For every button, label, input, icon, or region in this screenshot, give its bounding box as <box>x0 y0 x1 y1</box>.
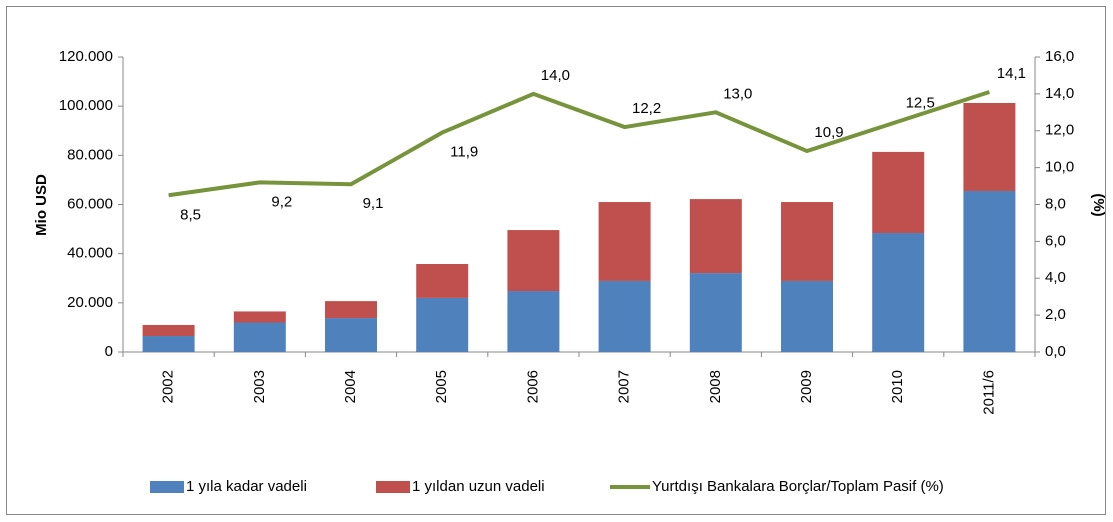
x-tick-label: 2010 <box>889 370 906 403</box>
y2-tick-label: 14,0 <box>1045 85 1074 102</box>
bar <box>781 280 833 352</box>
legend-swatch <box>376 481 410 493</box>
bar <box>142 336 195 352</box>
data-label: 13,0 <box>723 85 752 102</box>
x-tick-label: 2009 <box>798 370 815 403</box>
y-tick-label: 120.000 <box>59 48 113 65</box>
y2-tick-label: 8,0 <box>1045 195 1066 212</box>
data-label: 8,5 <box>180 206 201 223</box>
y-tick-label: 80.000 <box>67 146 113 163</box>
y-tick-label: 40.000 <box>67 245 113 262</box>
data-label: 10,9 <box>814 124 843 141</box>
legend-swatch <box>150 481 184 493</box>
y2-tick-label: 10,0 <box>1045 159 1074 176</box>
y2-tick-label: 0,0 <box>1045 343 1066 360</box>
line <box>168 90 991 198</box>
legend-label: Yurtdışı Bankalara Borçlar/Toplam Pasif … <box>652 478 944 495</box>
y2-tick-label: 6,0 <box>1045 232 1066 249</box>
y-tick-label: 100.000 <box>59 97 113 114</box>
bar <box>416 263 469 298</box>
x-tick-label: 2007 <box>616 370 633 403</box>
x-tick-label: 2006 <box>524 370 541 403</box>
x-tick-label: 2005 <box>433 370 450 403</box>
bar <box>872 233 925 352</box>
bar <box>233 311 286 323</box>
data-label: 12,2 <box>632 100 661 117</box>
data-label: 9,2 <box>271 193 292 210</box>
bar <box>416 297 469 352</box>
legend-label: 1 yıla kadar vadeli <box>186 478 307 495</box>
y-tick-label: 20.000 <box>67 294 113 311</box>
bar <box>781 202 833 281</box>
bar <box>142 324 195 337</box>
data-label: 14,1 <box>997 65 1026 82</box>
x-tick-label: 2011/6 <box>980 370 997 415</box>
x-tick-label: 2003 <box>251 370 268 403</box>
x-tick-label: 2008 <box>707 370 724 403</box>
y2-tick-label: 16,0 <box>1045 48 1074 65</box>
data-label: 9,1 <box>363 195 384 212</box>
bar <box>325 318 377 352</box>
y2-tick-label: 12,0 <box>1045 122 1074 139</box>
bar <box>689 199 742 274</box>
data-label: 14,0 <box>541 67 570 84</box>
bar <box>598 202 651 281</box>
bar <box>233 322 286 352</box>
legend-label: 1 yıldan uzun vadeli <box>412 478 545 495</box>
y2-axis-title: (%) <box>1090 193 1107 216</box>
bar <box>963 102 1016 191</box>
bar <box>689 273 742 352</box>
bar <box>507 230 560 292</box>
y2-tick-label: 4,0 <box>1045 269 1066 286</box>
x-tick-label: 2002 <box>160 370 177 403</box>
bar <box>507 291 560 352</box>
y-tick-label: 0 <box>105 343 113 360</box>
y-axis-title: Mio USD <box>33 174 50 236</box>
bar <box>598 280 651 352</box>
y2-tick-label: 2,0 <box>1045 306 1066 323</box>
bar <box>963 190 1016 352</box>
x-tick-label: 2004 <box>342 370 359 403</box>
data-label: 11,9 <box>450 144 478 161</box>
bar <box>872 151 925 234</box>
y-tick-label: 60.000 <box>67 195 113 212</box>
data-label: 12,5 <box>906 95 935 112</box>
bar <box>325 301 377 319</box>
